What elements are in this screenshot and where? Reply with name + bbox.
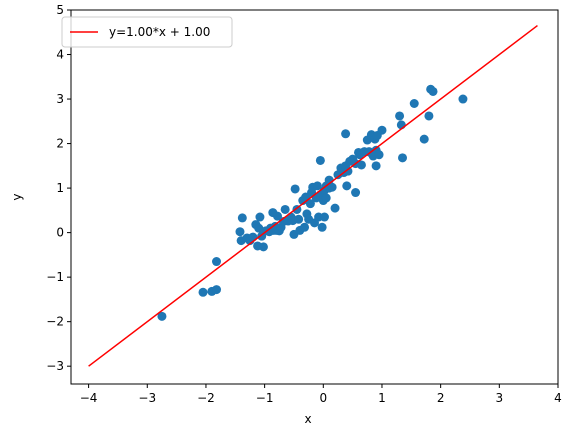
scatter-point bbox=[341, 129, 351, 139]
scatter-point bbox=[327, 182, 337, 192]
scatter-point bbox=[212, 285, 222, 295]
x-tick-label: 0 bbox=[319, 391, 327, 405]
scatter-point bbox=[409, 99, 419, 108]
y-tick-label: 1 bbox=[56, 181, 64, 195]
fit-line bbox=[88, 24, 538, 367]
scatter-point bbox=[374, 150, 384, 160]
scatter-point bbox=[255, 212, 265, 222]
scatter-point bbox=[305, 199, 315, 209]
scatter-point bbox=[419, 134, 429, 144]
scatter-point bbox=[342, 181, 352, 191]
y-tick-label: 4 bbox=[56, 48, 64, 62]
x-tick-label: −1 bbox=[256, 391, 274, 405]
x-tick-label: 3 bbox=[496, 391, 504, 405]
y-tick-label: −3 bbox=[46, 359, 64, 373]
y-tick-label: 0 bbox=[56, 226, 64, 240]
scatter-point bbox=[280, 204, 290, 214]
legend: y=1.00*x + 1.00 bbox=[61, 16, 233, 48]
legend-box bbox=[61, 16, 233, 48]
scatter-point bbox=[317, 222, 327, 232]
scatter-point bbox=[428, 86, 438, 96]
y-tick-label: 2 bbox=[56, 137, 64, 151]
scatter-point bbox=[371, 161, 381, 171]
x-tick-label: −4 bbox=[80, 391, 98, 405]
x-tick-label: 1 bbox=[378, 391, 386, 405]
x-axis: −4 −3 −2 −1 0 1 2 3 4 bbox=[80, 384, 562, 405]
scatter-point bbox=[254, 223, 264, 233]
scatter-point bbox=[356, 160, 366, 170]
scatter-point bbox=[343, 166, 353, 176]
y-tick-label: −2 bbox=[46, 315, 64, 329]
y-axis: −3 −2 −1 0 1 2 3 4 5 bbox=[46, 3, 71, 373]
scatter-point bbox=[235, 227, 245, 237]
scatter-point bbox=[321, 193, 331, 203]
scatter-point bbox=[395, 111, 405, 121]
x-tick-label: 4 bbox=[554, 391, 562, 405]
scatter-point bbox=[424, 111, 434, 121]
scatter-point bbox=[258, 242, 268, 252]
scatter-point bbox=[212, 257, 222, 267]
scatter-point bbox=[351, 188, 361, 198]
y-tick-label: 5 bbox=[56, 3, 64, 17]
x-axis-label: x bbox=[304, 412, 311, 426]
scatter-point bbox=[237, 213, 247, 223]
y-tick-label: 3 bbox=[56, 92, 64, 106]
scatter-point bbox=[290, 184, 300, 194]
scatter-point bbox=[330, 203, 340, 213]
x-tick-label: −3 bbox=[138, 391, 156, 405]
scatter-point bbox=[248, 232, 258, 242]
scatter-point bbox=[198, 287, 208, 297]
y-axis-label: y bbox=[10, 193, 24, 200]
plot-marks bbox=[88, 24, 538, 367]
y-tick-label: −1 bbox=[46, 270, 64, 284]
scatter-point bbox=[458, 94, 468, 104]
scatter-point bbox=[315, 155, 325, 165]
scatter-point bbox=[312, 181, 322, 191]
scatter-point bbox=[273, 211, 283, 221]
scatter-point bbox=[300, 222, 310, 232]
scatter-point bbox=[377, 125, 387, 135]
x-tick-label: 2 bbox=[437, 391, 445, 405]
x-tick-label: −2 bbox=[197, 391, 215, 405]
scatter-point bbox=[157, 311, 167, 321]
legend-label: y=1.00*x + 1.00 bbox=[109, 25, 210, 39]
scatter-point bbox=[398, 153, 408, 163]
scatter-point bbox=[294, 214, 304, 224]
plot-area-frame bbox=[70, 9, 559, 385]
scatter-point bbox=[319, 212, 329, 222]
